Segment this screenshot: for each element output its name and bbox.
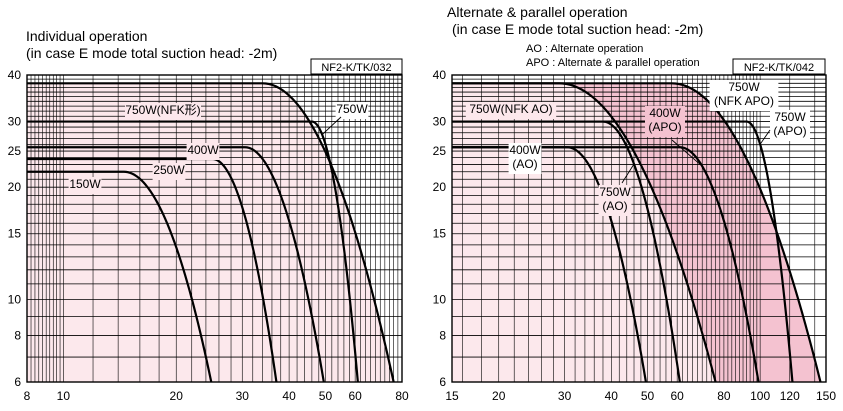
y-tick-label: 40 <box>433 68 447 82</box>
series-label-text: 400W <box>509 143 541 157</box>
label-leader-line <box>321 116 342 135</box>
operating-region <box>27 83 394 383</box>
y-tick-label: 25 <box>8 144 22 158</box>
series-line <box>27 146 325 383</box>
x-tick-label: 150 <box>816 389 836 403</box>
series-label: 150W <box>68 177 102 194</box>
y-tick-label: 10 <box>433 292 447 306</box>
legend-ao-note: AO : Alternate operation <box>526 43 644 55</box>
label-leader-line <box>759 129 771 145</box>
y-tick-label: 6 <box>14 375 21 389</box>
left-model-box-text: NF2-K/TK/032 <box>321 62 391 74</box>
series-label-text: (AO) <box>512 157 537 171</box>
y-tick-label: 25 <box>433 144 447 158</box>
series-line <box>452 82 822 383</box>
x-tick-label: 30 <box>558 389 572 403</box>
series-line <box>452 82 717 383</box>
series-line <box>452 120 794 383</box>
series-label: 750W(APO) <box>759 110 810 145</box>
series-line <box>452 146 760 383</box>
x-tick-label: 20 <box>492 389 506 403</box>
series-label: 750W(AO) <box>598 163 635 216</box>
x-tick-label: 120 <box>780 389 800 403</box>
plot-frame <box>451 74 827 383</box>
series-line <box>27 157 278 383</box>
series-label-text: (AO) <box>602 199 627 213</box>
x-tick-label: 50 <box>641 389 655 403</box>
series-line <box>27 120 359 383</box>
series-label: 400W(AO) <box>508 143 542 174</box>
label-leader-line <box>621 163 635 184</box>
series-label: 750W <box>321 102 369 135</box>
x-tick-label: 80 <box>395 389 409 403</box>
left-chart: 8 10 20 30 40 50 60 8068101520253040150W250W400… <box>8 58 409 403</box>
y-tick-label: 15 <box>433 227 447 241</box>
y-tick-label: 8 <box>14 328 21 342</box>
series-label-text: (NFK APO) <box>714 94 774 108</box>
y-tick-label: 40 <box>8 68 22 82</box>
series-label-text: 750W <box>728 80 760 94</box>
y-tick-label: 20 <box>433 180 447 194</box>
series-line <box>27 82 395 383</box>
y-tick-label: 8 <box>439 328 446 342</box>
y-tick-label: 10 <box>8 292 22 306</box>
series-label: 750W(NFK AO) <box>465 102 557 119</box>
x-tick-label: 80 <box>717 389 731 403</box>
x-tick-label: 40 <box>605 389 619 403</box>
series-label-text: 400W <box>649 106 681 120</box>
x-tick-label: 10 <box>57 389 71 403</box>
right-chart-subtitle: (in case E mode total suction head: -2m) <box>452 21 704 37</box>
series-label-text: (APO) <box>648 120 681 134</box>
x-tick-label: 60 <box>670 389 684 403</box>
series-label: 400W(APO) <box>645 106 703 167</box>
left-model-box: NF2-K/TK/032 <box>310 58 403 75</box>
series-label-text: 750W <box>774 110 806 124</box>
right-model-box-text: NF2-K/TK/042 <box>744 62 814 74</box>
y-tick-label: 30 <box>8 115 22 129</box>
x-tick-label: 8 <box>24 389 31 403</box>
x-tick-label: 40 <box>282 389 296 403</box>
x-tick-label: 20 <box>170 389 184 403</box>
x-tick-label: 60 <box>348 389 362 403</box>
y-tick-label: 6 <box>439 375 446 389</box>
y-tick-label: 15 <box>8 227 22 241</box>
series-label-text: 250W <box>153 163 185 177</box>
series-label-text: 750W(NFK形) <box>125 103 200 117</box>
plot-frame <box>26 74 403 383</box>
series-label-text: 750W <box>336 102 368 116</box>
series-label-text: 400W <box>187 143 219 157</box>
left-chart-title: Individual operation <box>26 28 148 44</box>
right-chart-title: Alternate & parallel operation <box>447 4 628 20</box>
series-label: 750W(NFK形) <box>125 103 201 120</box>
y-tick-label: 20 <box>8 180 22 194</box>
right-chart: 15 20 30 40 50 60 80 100 120 150 6 8 10 15 20 25 30 40 750… <box>433 58 836 403</box>
label-leader-line <box>671 139 703 167</box>
x-tick-label: 100 <box>750 389 770 403</box>
left-chart-subtitle: (in case E mode total suction head: -2m) <box>26 45 278 61</box>
x-tick-label: 15 <box>445 389 459 403</box>
series-label-text: 150W <box>69 177 101 191</box>
series-label-text: 750W <box>599 185 631 199</box>
series-label-text: 750W(NFK AO) <box>469 102 552 116</box>
series-line <box>452 120 681 383</box>
legend-apo-note: APO : Alternate & parallel operation <box>526 57 700 69</box>
series-line <box>27 170 213 383</box>
series-label-text: (APO) <box>773 124 806 138</box>
right-model-box: NF2-K/TK/042 <box>732 58 826 75</box>
series-label: 250W <box>152 163 186 180</box>
series-label: 400W <box>186 143 220 160</box>
x-tick-label: 30 <box>236 389 250 403</box>
x-tick-label: 50 <box>319 389 333 403</box>
y-tick-label: 30 <box>433 115 447 129</box>
series-label: 750W(NFK APO) <box>709 80 779 111</box>
